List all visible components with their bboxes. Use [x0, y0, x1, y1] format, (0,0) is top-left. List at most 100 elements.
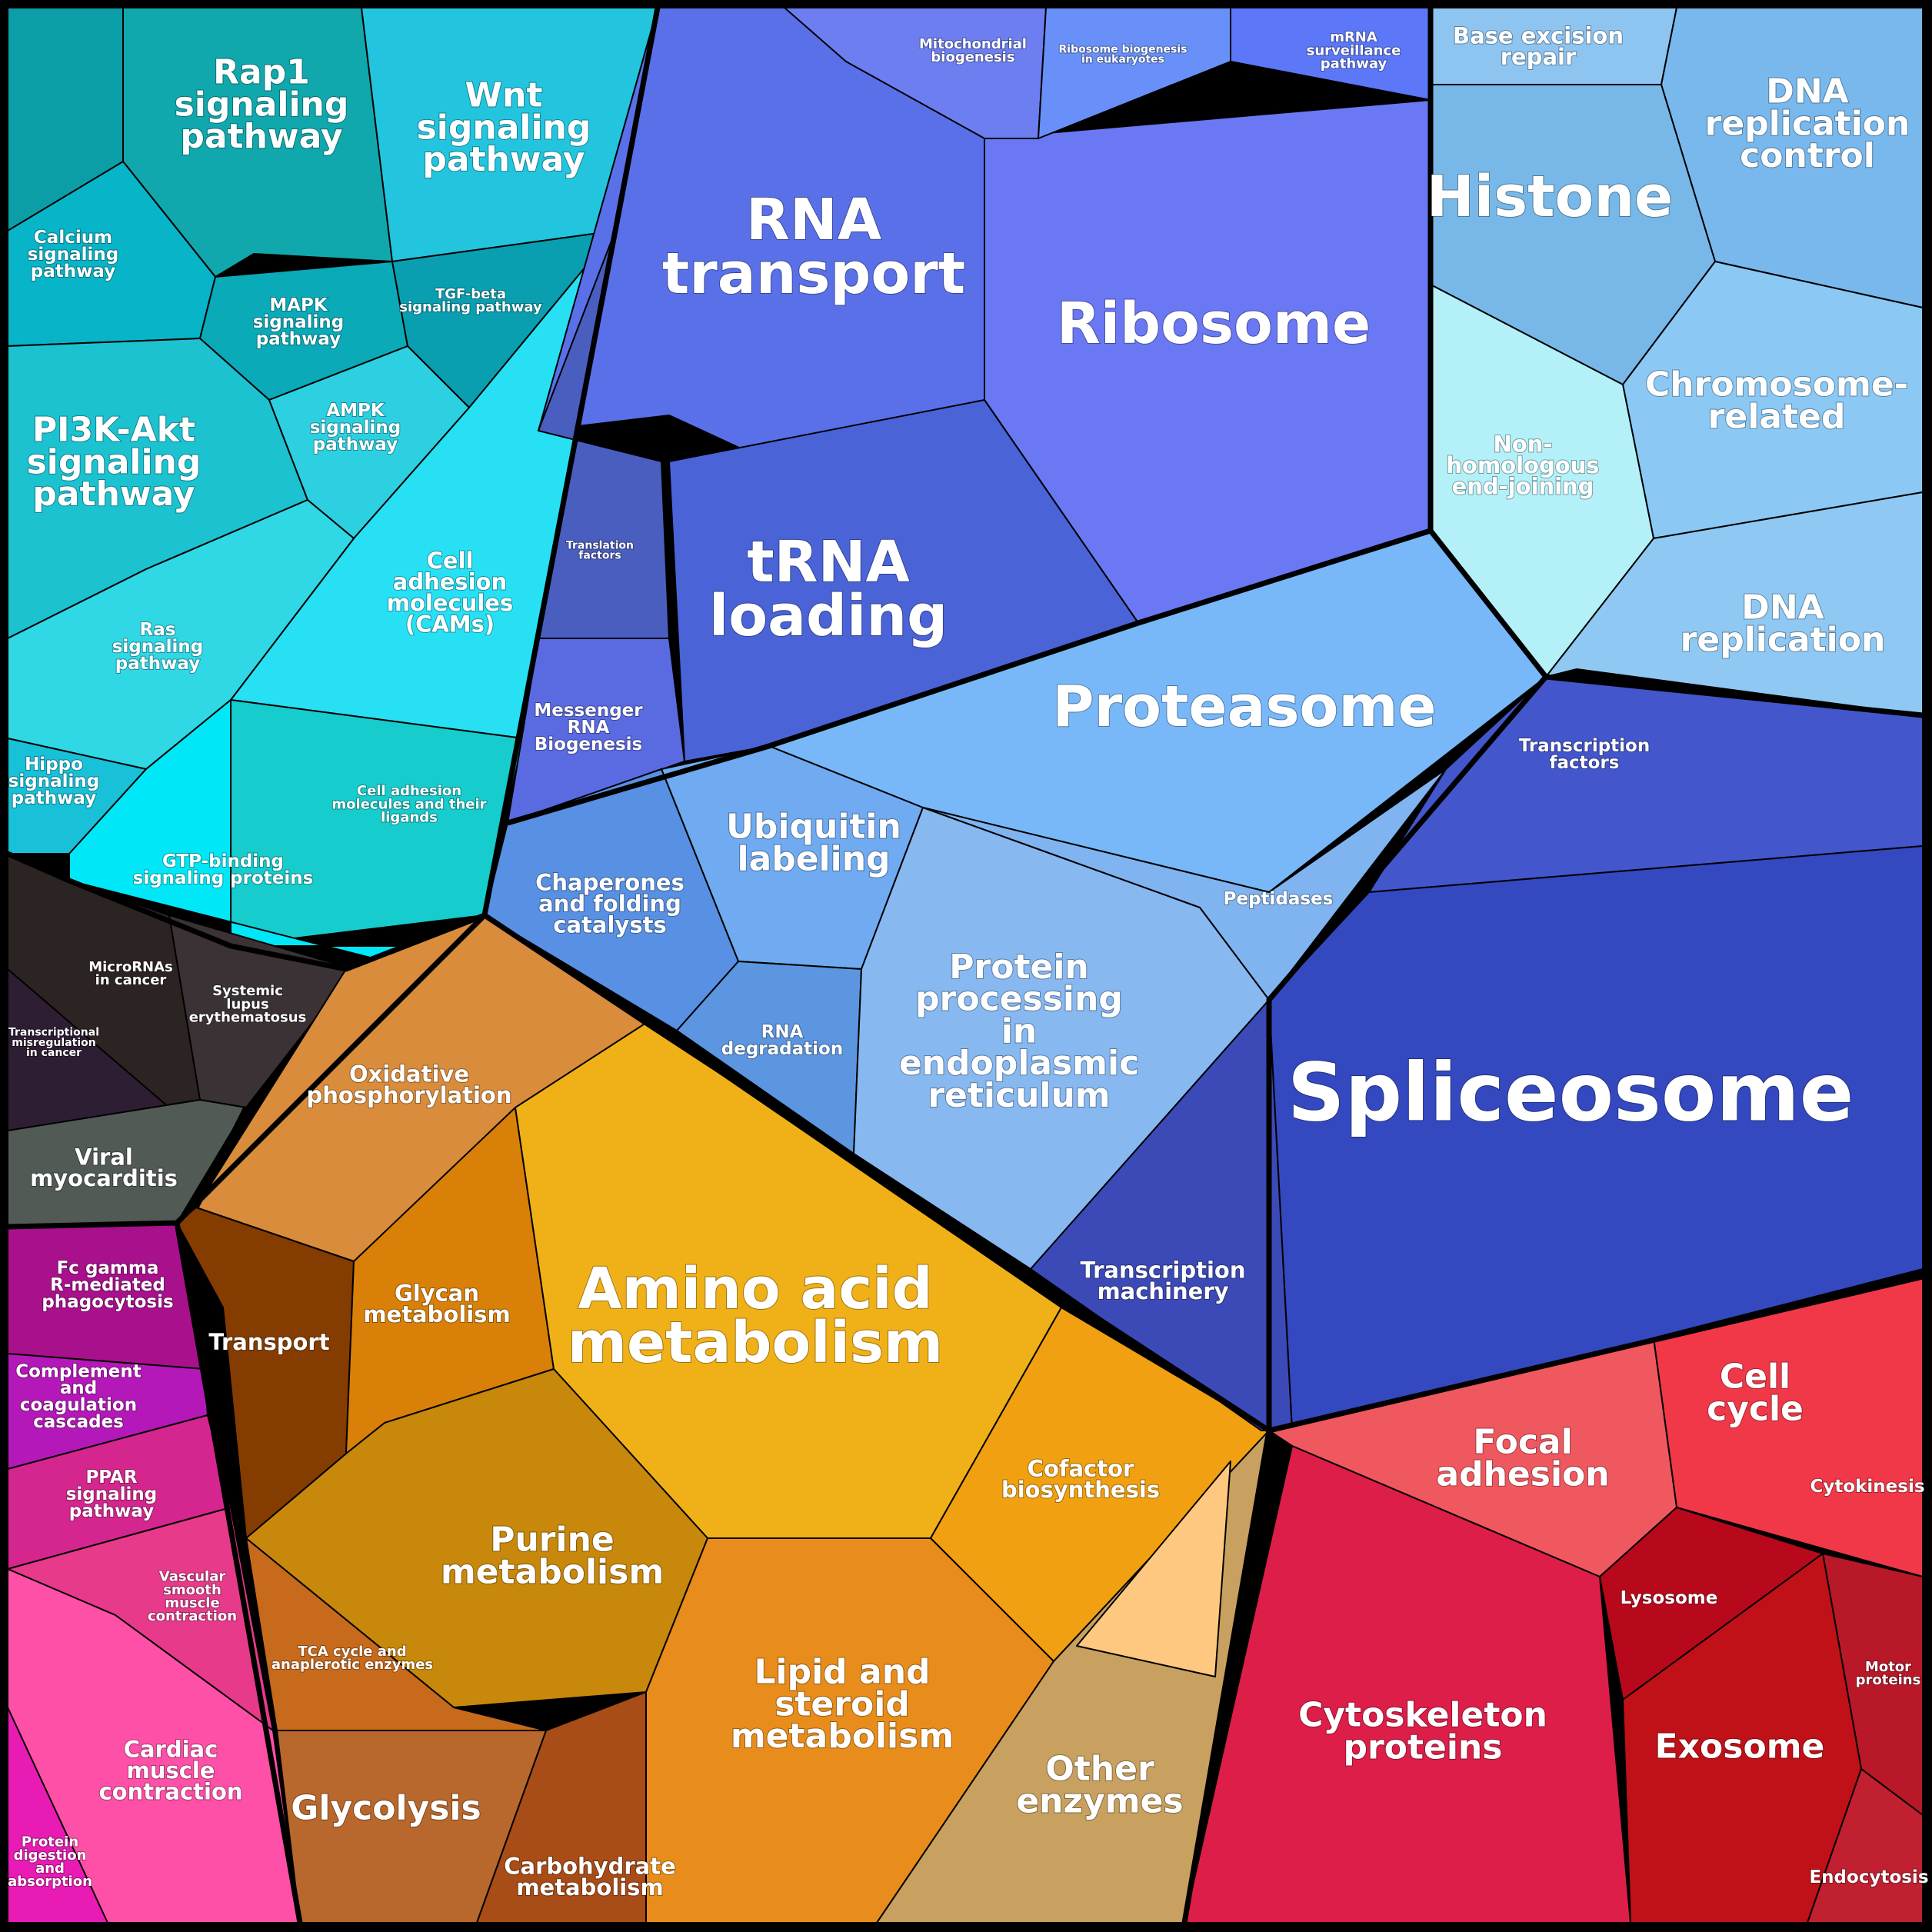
label-purine: Purine metabolism [441, 1521, 664, 1592]
label-cell-cycle: Cell cycle [1707, 1357, 1804, 1429]
label-hippo: Hippo signaling pathway [8, 754, 100, 808]
label-line: Cardiac [124, 1737, 218, 1763]
label-line: and [60, 1378, 97, 1398]
label-motor: Motor proteins [1856, 1659, 1921, 1688]
label-protein-dig: Protein digestion and absorption [8, 1834, 92, 1890]
label-line: degradation [721, 1039, 843, 1059]
label-calcium: Calcium signaling pathway [28, 228, 119, 281]
label-other-enz: Other enzymes [1016, 1750, 1183, 1821]
label-line: cascades [33, 1412, 124, 1432]
label-ber: Base excision repair [1453, 22, 1624, 70]
label-line: Lipid and [754, 1653, 930, 1692]
label-line: signaling proteins [133, 868, 314, 888]
label-cam-lig: Cell adhesion molecules and their ligands [331, 783, 486, 825]
label-line: Peptidases [1224, 889, 1334, 909]
label-line: Other [1045, 1750, 1154, 1789]
cell-cam-lig [230, 699, 524, 947]
label-dna-rep-ctrl: DNA replication control [1705, 72, 1910, 176]
label-line: pathway [12, 788, 96, 808]
label-line: contraction [98, 1779, 242, 1805]
label-mrna-surv: mRNA surveillance pathway [1307, 29, 1401, 72]
label-line: in cancer [95, 972, 167, 988]
label-line: replication [1681, 620, 1886, 659]
label-line: Amino acid [578, 1256, 932, 1322]
label-line: DNA [1741, 588, 1824, 628]
label-line: Messenger [534, 701, 643, 721]
label-line: Purine [490, 1521, 615, 1560]
label-transmis: Transcriptional misregulation in cancer [8, 1027, 99, 1060]
label-line: signaling [310, 418, 401, 438]
label-line: biosynthesis [1001, 1477, 1160, 1503]
label-line: Cell adhesion [357, 783, 461, 799]
label-line: PI3K-Akt [32, 411, 195, 450]
label-line: Ubiquitin [726, 808, 901, 847]
label-line: Cytoskeleton [1298, 1696, 1547, 1735]
label-line: GTP-binding [162, 851, 284, 871]
label-line: catalysts [553, 912, 666, 938]
label-line: Cell [1720, 1357, 1790, 1397]
label-line: molecules and their [331, 796, 486, 812]
label-line: MAPK [269, 295, 328, 315]
label-nhej: Non-homologous end-joining [1446, 431, 1599, 500]
label-line: R-mediated [50, 1275, 165, 1295]
label-line: Hippo [25, 754, 83, 774]
label-line: Rap1 [213, 53, 310, 92]
label-line: Cofactor [1028, 1455, 1134, 1481]
label-line: Mitochondrial [919, 36, 1027, 52]
label-line: Ribosome [1057, 291, 1371, 357]
label-line: Transcriptional [8, 1027, 99, 1039]
label-trans-fac: Translation factors [566, 539, 634, 561]
label-line: MicroRNAs [88, 959, 173, 975]
label-line: metabolism [568, 1310, 943, 1376]
label-trans-mach: Transcription machinery [1081, 1257, 1246, 1304]
label-glycan: Glycan metabolism [363, 1280, 510, 1327]
label-line: Non- [1494, 431, 1553, 458]
label-trna: tRNA loading [709, 529, 948, 649]
cell-mito [784, 7, 1047, 139]
label-line: phosphorylation [306, 1082, 511, 1108]
label-line: metabolism [441, 1552, 664, 1591]
label-focal: Focal adhesion [1436, 1423, 1609, 1494]
label-vascular: Vascular smooth muscle contraction [148, 1569, 237, 1624]
label-cams: Cell adhesion molecules (CAMs) [387, 548, 513, 638]
label-trans-factors: Transcription factors [1519, 736, 1650, 773]
label-oxphos: Oxidative phosphorylation [306, 1061, 511, 1108]
label-line: muscle [127, 1757, 215, 1784]
label-line: metabolism [363, 1301, 510, 1327]
label-amino: Amino acid metabolism [568, 1256, 943, 1376]
label-line: Fc gamma [57, 1258, 159, 1278]
label-line: tRNA [747, 529, 910, 595]
label-line: RNA [761, 1022, 804, 1042]
cell-other-enz-b [1076, 1461, 1231, 1677]
label-line: signaling [8, 771, 100, 791]
label-line: related [1708, 397, 1846, 436]
label-line: Carbohydrate [504, 1853, 676, 1879]
label-line: reticulum [928, 1076, 1110, 1115]
label-transport: Transport [208, 1329, 329, 1355]
label-line: digestion [14, 1847, 87, 1864]
label-cardiac: Cardiac muscle contraction [98, 1737, 242, 1805]
label-line: processing [915, 980, 1123, 1019]
label-line: Protein [949, 948, 1088, 987]
label-line: homologous [1446, 452, 1599, 478]
label-line: repair [1501, 44, 1577, 70]
label-lysosome: Lysosome [1621, 1588, 1718, 1608]
label-tgfb: TGF-beta signaling pathway [399, 286, 542, 315]
label-complement: Complement and coagulation cascades [15, 1361, 142, 1432]
label-line: Base excision [1453, 22, 1624, 48]
label-line: Cell [427, 548, 474, 574]
label-line: factors [1550, 753, 1620, 773]
label-line: and [35, 1860, 65, 1877]
label-line: AMPK [326, 401, 385, 421]
label-line: pathway [180, 117, 342, 156]
cell-dna-rep [1545, 491, 1924, 716]
label-line: pathway [32, 475, 195, 514]
label-pi3k: PI3K-Akt signaling pathway [27, 411, 202, 515]
label-gtp: GTP-binding signaling proteins [133, 851, 314, 888]
label-line: Transport [208, 1329, 329, 1355]
label-line: adhesion [1436, 1454, 1609, 1494]
label-line: Lysosome [1621, 1588, 1718, 1608]
label-line: adhesion [393, 568, 507, 595]
label-cytokinesis: Cytokinesis [1810, 1477, 1924, 1497]
label-line: factors [578, 550, 621, 562]
